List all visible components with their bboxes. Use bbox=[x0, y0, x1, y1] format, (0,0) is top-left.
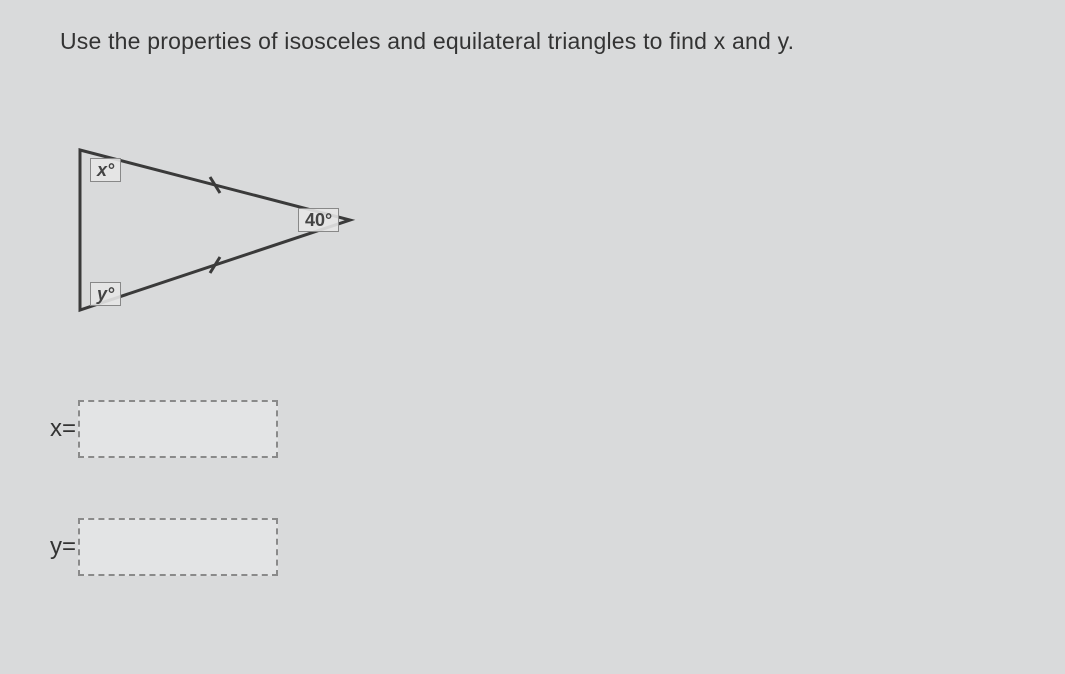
answer-input-x[interactable] bbox=[78, 400, 278, 458]
answer-label-y: y= bbox=[50, 533, 76, 561]
answer-row-y: y= bbox=[50, 518, 278, 576]
angle-label-x: x° bbox=[90, 158, 121, 182]
triangle-figure: x° y° 40° bbox=[50, 130, 390, 350]
angle-label-40: 40° bbox=[298, 208, 339, 232]
answer-label-x: x= bbox=[50, 415, 76, 443]
angle-label-y: y° bbox=[90, 282, 121, 306]
answer-input-y[interactable] bbox=[78, 518, 278, 576]
question-text: Use the properties of isosceles and equi… bbox=[60, 28, 1025, 55]
answers-block: x= y= bbox=[50, 400, 278, 636]
answer-row-x: x= bbox=[50, 400, 278, 458]
